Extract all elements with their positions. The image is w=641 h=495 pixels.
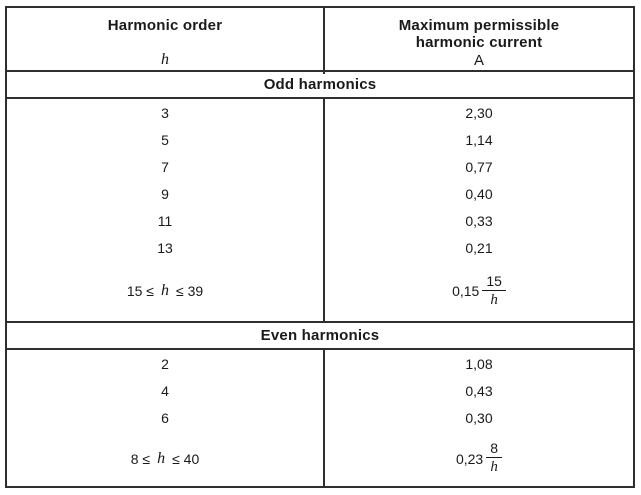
fraction-denominator: h bbox=[490, 291, 498, 308]
harmonic-order-cell: 6 bbox=[7, 404, 325, 431]
even-harmonics-block: 2 1,08 4 0,43 6 0,30 8 ≤ h ≤ 40 0,23 bbox=[7, 350, 633, 486]
formula-coefficient: 0,15 bbox=[452, 283, 480, 299]
harmonic-order-symbol: h bbox=[161, 50, 169, 68]
current-value-cell: 0,30 bbox=[465, 409, 493, 426]
harmonic-order-cell: 2 bbox=[7, 350, 325, 377]
current-value-cell: 1,14 bbox=[465, 131, 493, 148]
current-formula-cell: 0,23 8 h bbox=[325, 431, 633, 486]
range-variable: h bbox=[161, 282, 169, 299]
range-variable: h bbox=[157, 449, 166, 467]
harmonic-order-cell: 4 bbox=[7, 377, 325, 404]
range-post: ≤ 39 bbox=[176, 283, 204, 299]
harmonic-limits-table: Harmonic order h Maximum permissible har… bbox=[5, 6, 635, 488]
current-value-cell: 0,33 bbox=[465, 212, 493, 229]
table-row: 11 0,33 bbox=[7, 207, 633, 234]
harmonic-order-range-cell: 8 ≤ h ≤ 40 bbox=[7, 431, 325, 486]
table-row: 7 0,77 bbox=[7, 153, 633, 180]
range-pre: 15 ≤ bbox=[126, 283, 154, 299]
range-post: ≤ 40 bbox=[172, 450, 200, 467]
table-row: 4 0,43 bbox=[7, 377, 633, 404]
table-header-row: Harmonic order h Maximum permissible har… bbox=[7, 8, 633, 74]
table-row: 3 2,30 bbox=[7, 99, 633, 126]
range-pre: 8 ≤ bbox=[130, 450, 151, 467]
current-value-cell: 2,30 bbox=[465, 104, 493, 121]
table-row: 2 1,08 bbox=[7, 350, 633, 377]
current-value-cell: 1,08 bbox=[465, 355, 493, 372]
harmonic-order-cell: 9 bbox=[7, 180, 325, 207]
current-value-cell: 0,40 bbox=[465, 185, 493, 202]
current-value-cell: 0,77 bbox=[465, 158, 493, 175]
fraction: 8 h bbox=[486, 440, 503, 476]
harmonic-order-cell: 11 bbox=[7, 207, 325, 234]
odd-harmonics-block: 3 2,30 5 1,14 7 0,77 9 0,40 11 0,33 13 0… bbox=[7, 99, 633, 321]
max-current-unit: A bbox=[473, 51, 484, 69]
table-row-range: 8 ≤ h ≤ 40 0,23 8 h bbox=[7, 431, 633, 486]
table-row: 9 0,40 bbox=[7, 180, 633, 207]
fraction-denominator: h bbox=[490, 459, 498, 476]
fraction-numerator: 8 bbox=[486, 440, 503, 459]
current-value-cell: 0,43 bbox=[465, 382, 493, 399]
max-current-title: Maximum permissible harmonic current bbox=[398, 17, 560, 52]
header-max-current: Maximum permissible harmonic current A bbox=[325, 8, 633, 74]
harmonic-order-range-cell: 15 ≤ h ≤ 39 bbox=[7, 261, 325, 321]
current-value-cell: 0,21 bbox=[465, 239, 493, 256]
header-harmonic-order: Harmonic order h bbox=[7, 8, 325, 74]
section-label: Even harmonics bbox=[260, 327, 380, 344]
section-header-even-harmonics: Even harmonics bbox=[7, 321, 633, 350]
table-row: 6 0,30 bbox=[7, 404, 633, 431]
formula-coefficient: 0,23 bbox=[455, 450, 484, 467]
table-row-range: 15 ≤ h ≤ 39 0,15 15 h bbox=[7, 261, 633, 321]
harmonic-order-cell: 13 bbox=[7, 234, 325, 261]
section-header-odd-harmonics: Odd harmonics bbox=[7, 70, 633, 99]
fraction: 15 h bbox=[482, 273, 506, 309]
harmonic-order-cell: 3 bbox=[7, 99, 325, 126]
harmonic-order-title: Harmonic order bbox=[107, 17, 223, 34]
harmonic-order-cell: 7 bbox=[7, 153, 325, 180]
table-row: 13 0,21 bbox=[7, 234, 633, 261]
section-label: Odd harmonics bbox=[263, 76, 377, 93]
harmonic-order-cell: 5 bbox=[7, 126, 325, 153]
current-formula-cell: 0,15 15 h bbox=[325, 261, 633, 321]
fraction-numerator: 15 bbox=[482, 273, 506, 291]
table-row: 5 1,14 bbox=[7, 126, 633, 153]
